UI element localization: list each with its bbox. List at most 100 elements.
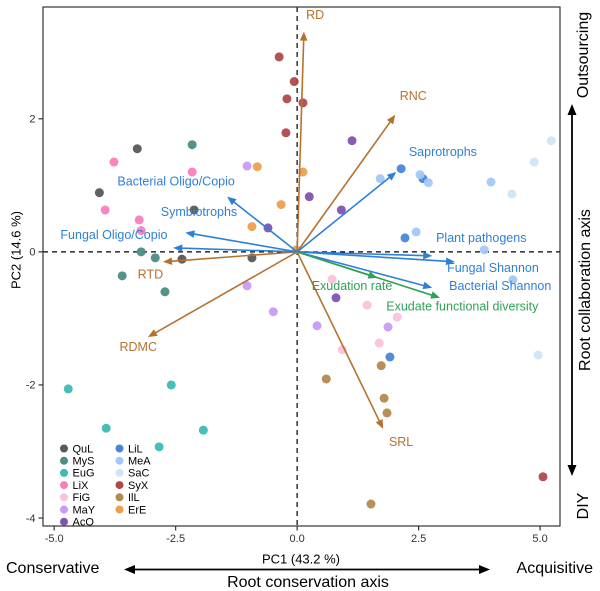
loading-arrow-symbiotrophs-head <box>185 230 195 238</box>
data-point-MeA <box>375 174 385 184</box>
data-point-LiL <box>400 233 410 243</box>
legend-label-ErE: ErE <box>128 504 146 516</box>
data-point-LiX <box>109 157 119 167</box>
legend-label-QuL: QuL <box>73 443 94 455</box>
loading-label-rnc: RNC <box>400 89 427 103</box>
legend-dot-EuG <box>60 468 68 477</box>
loading-label-bacterial-oligo-copio: Bacterial Oligo/Copio <box>117 174 234 188</box>
collaboration-arrow-top-head <box>567 104 577 115</box>
y-tick-label: -4 <box>26 513 36 525</box>
legend-label-SyX: SyX <box>128 480 149 492</box>
legend-label-SaC: SaC <box>128 468 149 480</box>
data-point-SaC <box>529 157 539 167</box>
data-point-MeA <box>415 170 425 180</box>
conservation-arrow-right-head <box>479 565 490 574</box>
legend-label-FiG: FiG <box>73 492 91 504</box>
loading-label-fungal-oligo-copio: Fungal Oligo/Copio <box>60 228 167 242</box>
data-point-SaC <box>546 136 556 146</box>
outsourcing-label: Outsourcing <box>575 11 592 99</box>
conservative-label: Conservative <box>6 560 100 577</box>
data-point-QuL <box>177 254 187 264</box>
data-point-IlL <box>366 499 376 509</box>
data-point-MyS <box>160 287 170 297</box>
loading-label-saprotrophs: Saprotrophs <box>409 145 477 159</box>
data-point-IlL <box>379 393 389 403</box>
loading-label-srl: SRL <box>389 435 413 449</box>
acquisitive-label: Acquisitive <box>516 560 593 577</box>
data-point-LiL <box>385 352 395 362</box>
x-tick-label: 2.5 <box>411 533 426 545</box>
loading-arrow-plant-pathogens-head <box>423 251 433 260</box>
data-point-SyX <box>282 94 292 104</box>
data-point-SyX <box>281 128 291 138</box>
data-point-SyX <box>274 52 284 62</box>
legend-dot-FiG <box>60 493 68 502</box>
x-axis-title: PC1 (43.2 %) <box>261 551 341 567</box>
data-point-LiX <box>100 205 110 215</box>
loading-arrow-bacterial-shannon-shaft <box>296 251 427 288</box>
data-point-ErE <box>276 200 286 210</box>
loading-arrow-rd-head <box>299 31 308 41</box>
legend-dot-QuL <box>60 444 68 453</box>
legend-dot-MeA <box>115 456 124 465</box>
data-point-AcO <box>336 205 346 215</box>
data-point-MyS <box>117 271 127 281</box>
legend-dot-SaC <box>115 468 124 477</box>
legend-label-EuG: EuG <box>73 468 95 480</box>
root-collaboration-axis-label: Root collaboration axis <box>577 209 594 371</box>
panel-border <box>42 6 561 527</box>
legend-dot-MaY <box>60 505 68 514</box>
y-tick-label: 0 <box>29 247 35 259</box>
data-point-ErE <box>247 222 257 232</box>
data-point-ErE <box>252 162 262 172</box>
loading-label-rdmc: RDMC <box>119 340 157 354</box>
y-tick-label: -2 <box>26 380 36 392</box>
legend-label-LiL: LiL <box>128 443 143 455</box>
collaboration-arrow-bottom-head <box>567 465 577 476</box>
loading-label-fungal-shannon: Fungal Shannon <box>447 261 539 275</box>
data-point-LiL <box>396 164 406 174</box>
data-point-MyS <box>187 140 197 150</box>
loading-arrow-saprotrophs-shaft <box>296 175 393 253</box>
data-point-FiG <box>362 300 372 310</box>
legend-dot-SyX <box>115 481 124 490</box>
x-tick-label: 5.0 <box>532 533 547 545</box>
data-point-QuL <box>94 188 104 198</box>
data-point-MaY <box>312 321 322 331</box>
root-conservation-axis-label: Root conservation axis <box>227 574 389 591</box>
data-point-EuG <box>63 384 73 394</box>
legend-label-LiX: LiX <box>73 480 90 492</box>
loading-arrow-fungal-oligo-copio-shaft <box>179 247 298 253</box>
loading-arrow-fungal-shannon-shaft <box>297 251 450 263</box>
data-point-IlL <box>382 408 392 418</box>
loading-label-symbiotrophs: Symbiotrophs <box>161 205 237 219</box>
data-point-SaC <box>533 350 543 360</box>
data-point-MeA <box>486 177 496 187</box>
legend-dot-IlL <box>115 493 124 502</box>
data-point-FiG <box>392 312 402 322</box>
data-point-LiX <box>136 226 146 236</box>
data-point-MaY <box>242 161 252 171</box>
legend-label-MyS: MyS <box>73 456 95 468</box>
x-tick-label: -5.0 <box>45 533 64 545</box>
legend-label-IlL: IlL <box>128 492 140 504</box>
y-tick-label: 2 <box>29 114 35 126</box>
loading-arrow-rnc-shaft <box>296 119 393 253</box>
legend-dot-AcO <box>60 517 68 526</box>
loading-label-plant-pathogens: Plant pathogens <box>436 231 526 245</box>
loading-arrow-rdmc-head <box>147 329 158 338</box>
data-point-IlL <box>376 361 386 371</box>
data-point-SaC <box>507 189 517 199</box>
loading-arrow-srl-shaft <box>296 251 382 424</box>
y-axis-title: PC2 (14.6 %) <box>8 210 24 290</box>
loading-arrow-exudate-functional-diversity-head <box>430 291 440 299</box>
loading-label-exudate-functional-diversity: Exudate functional diversity <box>386 299 539 313</box>
data-point-EuG <box>101 423 111 433</box>
data-point-MeA <box>508 275 518 285</box>
loading-arrow-symbiotrophs-shaft <box>191 232 298 253</box>
data-point-FiG <box>337 345 347 355</box>
diy-label: DIY <box>575 492 592 520</box>
data-point-FiG <box>327 274 337 284</box>
